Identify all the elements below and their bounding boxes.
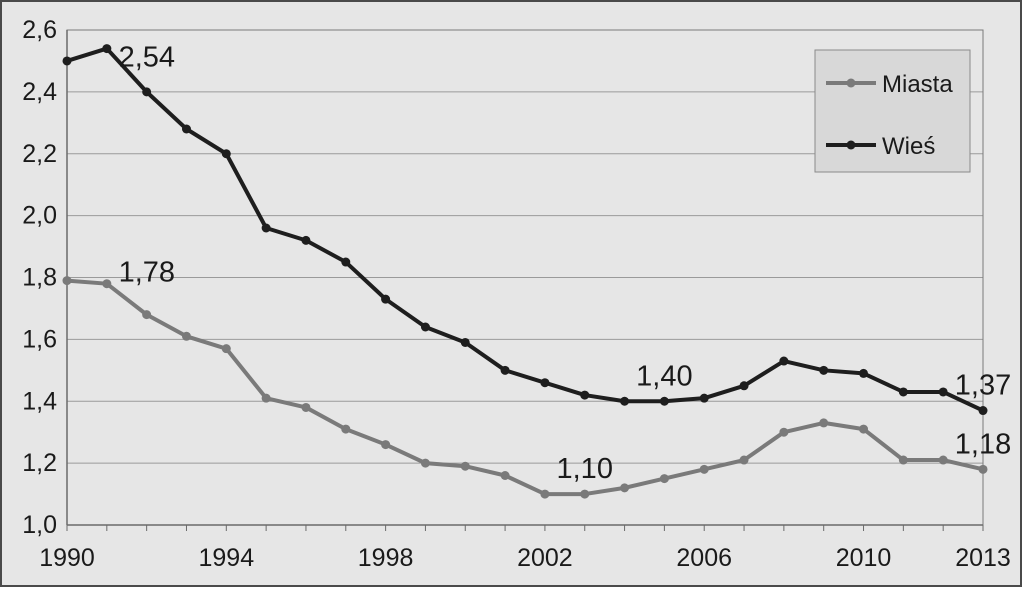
data-point (341, 424, 351, 434)
x-axis: 1990 1994 1998 2002 2006 2010 2013 (39, 524, 1011, 572)
y-tick-label: 1,2 (22, 449, 57, 477)
data-point (580, 390, 590, 400)
data-point (261, 393, 271, 403)
data-point (142, 87, 152, 97)
legend-label: Wieś (882, 133, 935, 160)
data-point (341, 257, 351, 267)
data-point (739, 455, 749, 465)
data-point (460, 461, 470, 471)
data-point (500, 471, 510, 480)
data-point (261, 223, 271, 233)
data-point (978, 464, 988, 474)
data-point (62, 56, 72, 66)
data-point (859, 424, 869, 434)
data-point (540, 489, 550, 499)
y-tick-label: 2,6 (22, 16, 57, 44)
legend-box (814, 49, 971, 173)
series-group (62, 44, 988, 499)
x-tick-label: 2002 (517, 544, 573, 572)
data-point (580, 489, 590, 499)
y-tick-label: 1,0 (22, 511, 57, 539)
data-point (779, 427, 789, 437)
y-tick-label: 1,4 (22, 387, 57, 415)
legend-marker (846, 140, 856, 150)
data-point (699, 393, 709, 403)
y-tick-label: 1,8 (22, 264, 57, 292)
data-point (102, 44, 112, 54)
data-point (898, 455, 908, 465)
data-point (181, 124, 191, 134)
data-point (938, 455, 948, 465)
x-tick-label: 2013 (955, 544, 1011, 572)
legend: Miasta Wieś (814, 49, 971, 173)
data-point (181, 331, 191, 341)
data-point (659, 474, 669, 484)
data-point (381, 294, 391, 304)
data-label: 1,10 (557, 453, 613, 485)
data-point (819, 365, 829, 375)
data-point (540, 378, 550, 388)
data-labels: 2,54 1,78 1,10 1,40 1,37 1,18 (119, 42, 1012, 486)
x-tick-label: 1994 (198, 544, 254, 572)
data-point (819, 418, 829, 428)
data-point (420, 458, 430, 468)
series-line-1 (66, 46, 984, 413)
data-point (460, 337, 470, 347)
data-point (500, 365, 510, 375)
data-point (62, 276, 72, 286)
x-tick-label: 1990 (39, 544, 95, 572)
x-tick-label: 2010 (836, 544, 892, 572)
data-point (779, 356, 789, 366)
data-point (420, 322, 430, 332)
data-point (620, 483, 630, 493)
data-point (699, 464, 709, 474)
data-point (301, 402, 311, 412)
data-label: 1,18 (955, 428, 1011, 460)
data-label: 1,40 (636, 360, 692, 392)
data-point (142, 310, 152, 320)
legend-label: Miasta (882, 71, 953, 98)
legend-marker (846, 78, 856, 88)
data-point (102, 279, 112, 289)
x-tick-label: 1998 (358, 544, 414, 572)
data-label: 1,78 (119, 257, 175, 289)
series-line-0 (66, 278, 984, 497)
y-axis: 1,0 1,2 1,4 1,6 1,8 2,0 2,2 2,4 2,6 (22, 16, 68, 539)
data-point (221, 149, 231, 159)
data-point (301, 235, 311, 245)
data-point (859, 368, 869, 378)
data-label: 1,37 (955, 370, 1011, 402)
data-point (620, 396, 630, 406)
data-label: 2,54 (119, 42, 175, 74)
data-point (898, 387, 908, 397)
data-point (221, 344, 231, 354)
x-tick-label: 2006 (676, 544, 732, 572)
y-tick-label: 2,0 (22, 202, 57, 230)
data-point (381, 440, 391, 450)
data-point (659, 396, 669, 406)
y-tick-label: 2,4 (22, 78, 57, 106)
y-tick-label: 2,2 (22, 140, 57, 168)
data-point (938, 387, 948, 397)
data-point (739, 381, 749, 391)
y-tick-label: 1,6 (22, 325, 57, 353)
data-point (978, 406, 988, 416)
